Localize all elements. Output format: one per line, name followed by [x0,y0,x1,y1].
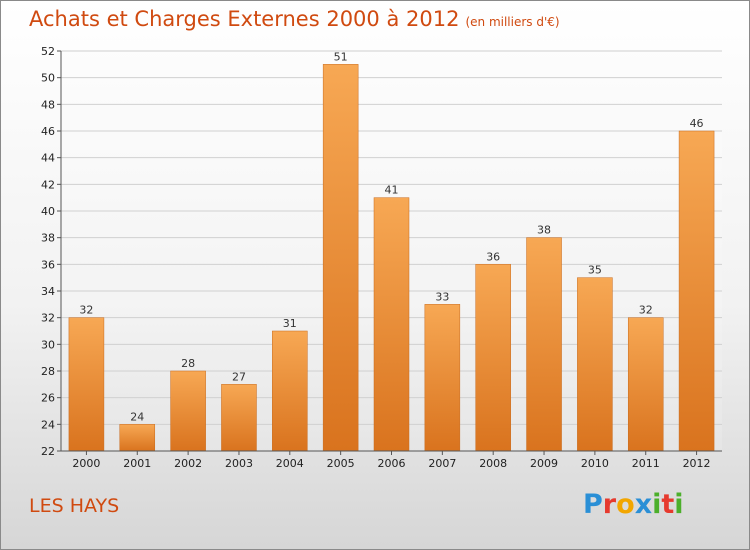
y-tick-label-30: 30 [41,338,55,351]
logo-letter: x [634,489,653,520]
bar-2000 [68,317,105,452]
logo-letter: P [583,489,603,520]
x-tick-label-2008: 2008 [479,457,507,470]
x-tick-label-2001: 2001 [123,457,151,470]
data-label-2000: 32 [79,304,93,317]
bar-2011 [627,317,664,452]
bar-2008 [475,264,511,452]
x-tick-label-2002: 2002 [174,457,202,470]
y-tick-label-26: 26 [41,392,55,405]
axis-layer: 22 24 26 28 30 32 34 36 38 40 42 44 46 48 50 52 2000 2001… [41,45,722,470]
y-tick-label-24: 24 [41,418,55,431]
y-tick-label-50: 50 [41,72,55,85]
data-label-2002: 28 [181,357,195,370]
logo-letter: i [652,489,662,520]
x-tick-label-2010: 2010 [581,457,609,470]
x-tick-label-2000: 2000 [72,457,100,470]
data-label-2006: 41 [385,184,399,197]
data-label-2007: 33 [435,290,449,303]
y-tick-label-42: 42 [41,178,55,191]
x-tick-label-2012: 2012 [683,457,711,470]
bar-2004 [272,330,308,452]
bar-2007 [424,304,461,452]
data-label-2008: 36 [486,250,500,263]
data-label-2011: 32 [639,304,653,317]
x-tick-label-2006: 2006 [378,457,406,470]
y-tick-label-32: 32 [41,312,55,325]
data-label-2012: 46 [690,117,704,130]
data-label-2001: 24 [130,410,144,423]
y-tick-label-46: 46 [41,125,55,138]
x-tick-label-2004: 2004 [276,457,304,470]
logo-letter: o [616,489,635,520]
x-tick-label-2007: 2007 [428,457,456,470]
y-tick-label-38: 38 [41,232,55,245]
bar-2002 [170,370,206,452]
y-tick-label-34: 34 [41,285,55,298]
x-tick-label-2011: 2011 [632,457,660,470]
chart-title: Achats et Charges Externes 2000 à 2012 (e… [29,7,560,31]
y-tick-label-28: 28 [41,365,55,378]
bar-2001 [119,424,156,452]
chart-unit-label: (en milliers d'€) [465,15,560,29]
data-label-2010: 35 [588,264,602,277]
bar-2003 [221,384,257,452]
bar-2010 [577,277,613,452]
y-tick-label-40: 40 [41,205,55,218]
bar-2006 [373,197,410,452]
proxiti-logo[interactable]: Proxiti [583,489,684,520]
data-label-2003: 27 [232,370,246,383]
chart-title-text: Achats et Charges Externes 2000 à 2012 [29,7,460,31]
bar-2012 [678,130,715,452]
bar-layer: 32 24 28 27 31 51 41 33 36 38 35 32 46 [68,50,715,452]
logo-letter: t [661,489,675,520]
logo-letter: i [674,489,684,520]
y-tick-label-44: 44 [41,152,55,165]
place-name: LES HAYS [29,495,120,517]
data-label-2009: 38 [537,224,551,237]
x-tick-label-2005: 2005 [327,457,355,470]
y-tick-label-36: 36 [41,258,55,271]
x-tick-label-2009: 2009 [530,457,558,470]
bar-2009 [526,237,562,452]
data-label-2005: 51 [334,50,348,63]
y-tick-label-22: 22 [41,445,55,458]
logo-letter: r [602,489,617,520]
data-label-2004: 31 [283,317,297,330]
y-tick-label-48: 48 [41,98,55,111]
x-tick-label-2003: 2003 [225,457,253,470]
bar-2005 [322,64,359,452]
y-tick-label-52: 52 [41,45,55,58]
